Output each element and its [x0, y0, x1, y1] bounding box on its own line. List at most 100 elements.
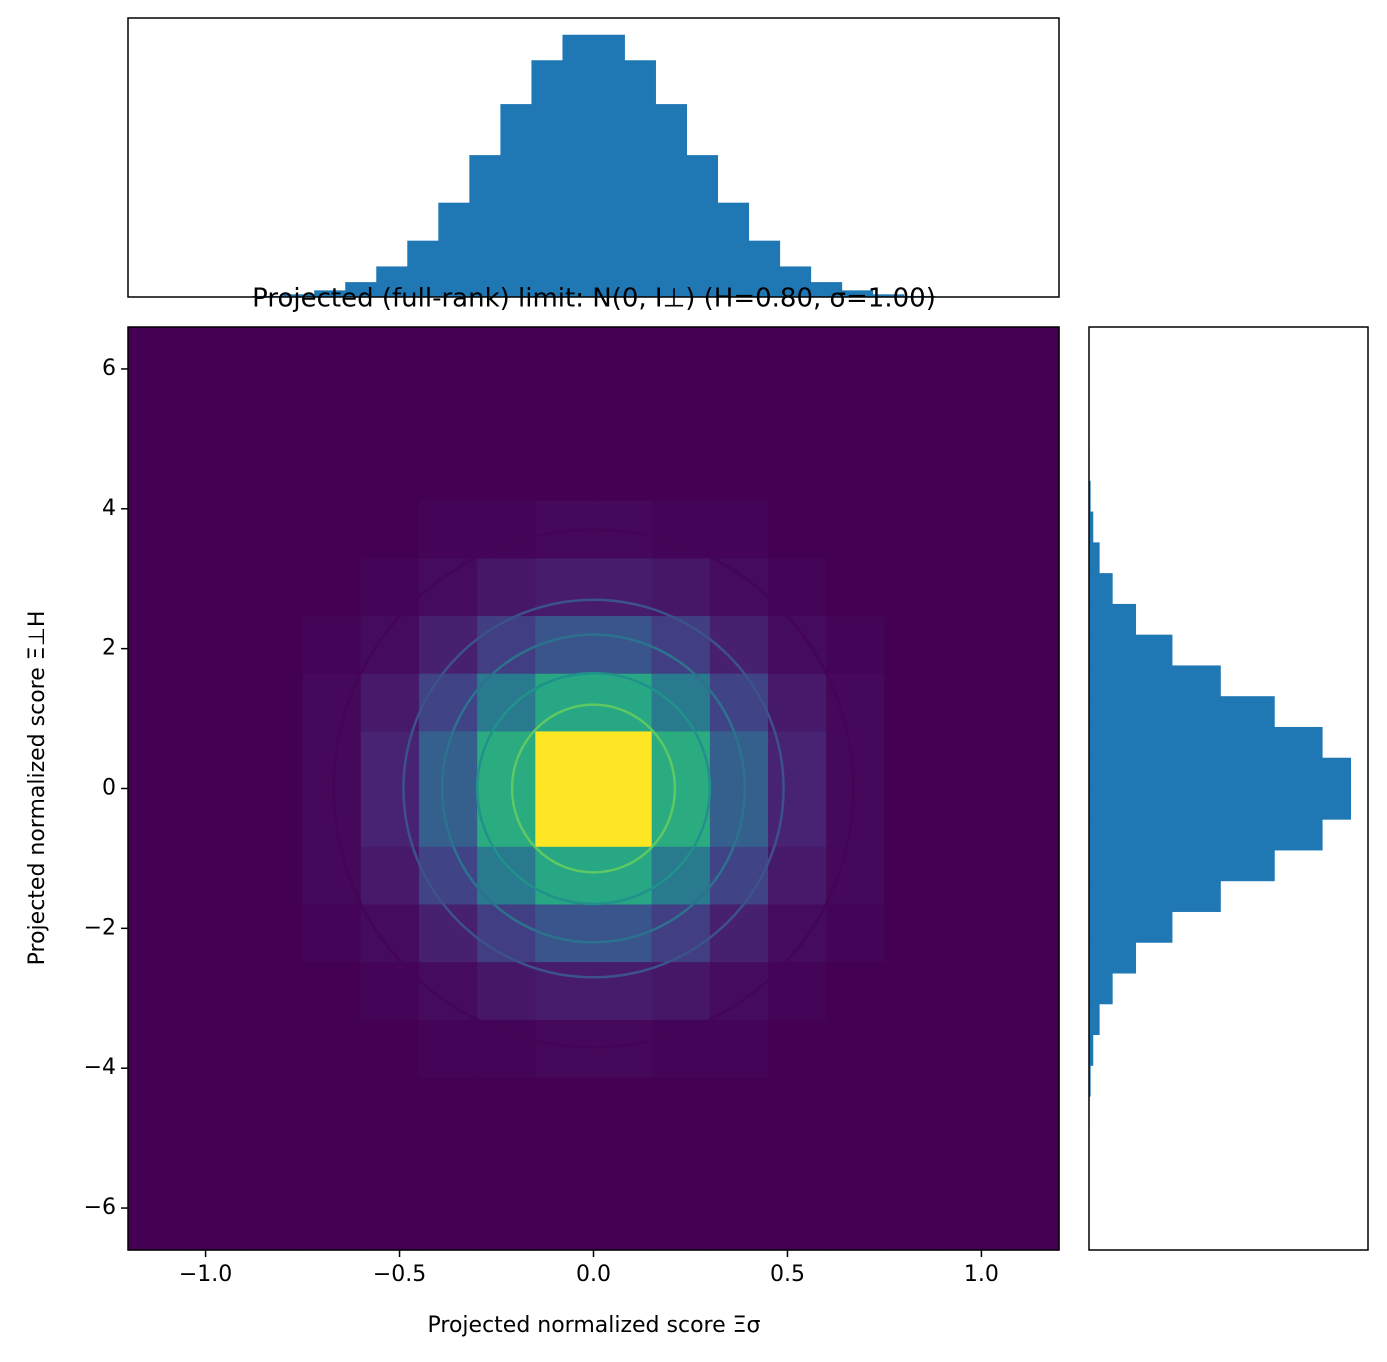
heatmap-cell [244, 1019, 304, 1078]
heatmap-cell [128, 557, 187, 617]
heatmap-cell [477, 1019, 536, 1078]
heatmap-cell [826, 615, 886, 674]
heatmap-cell [302, 903, 362, 963]
heatmap-cell [186, 615, 245, 674]
bar [1089, 973, 1113, 1005]
heatmap-cell [709, 788, 769, 847]
heatmap-cell [186, 903, 245, 963]
y-tick-label: 4 [102, 496, 116, 521]
heatmap-cell [186, 500, 245, 559]
heatmap-cell [360, 327, 420, 386]
heatmap-cell [884, 500, 944, 559]
top-histogram [221, 34, 967, 298]
heatmap-cell [128, 327, 187, 386]
x-tick-label: 1.0 [964, 1262, 999, 1287]
heatmap-cell [535, 788, 595, 847]
heatmap-cell [1000, 384, 1060, 443]
bar [841, 290, 874, 297]
heatmap-cell [593, 1192, 653, 1251]
heatmap-cell [128, 1134, 187, 1193]
heatmap-cell [477, 673, 536, 732]
heatmap-cell [186, 673, 245, 732]
bar [1089, 880, 1221, 912]
heatmap-cell [302, 1076, 362, 1136]
heatmap-cell [768, 615, 827, 674]
heatmap-cell [942, 788, 1002, 847]
heatmap-cell [884, 442, 944, 501]
heatmap-cell [302, 1134, 362, 1193]
heatmap-cell [477, 961, 536, 1020]
heatmap-cell [593, 730, 653, 790]
heatmap-cell [593, 1076, 653, 1136]
heatmap-cell [244, 846, 304, 905]
heatmap-cell [826, 384, 886, 443]
bar [345, 282, 377, 297]
heatmap-cell [942, 615, 1002, 674]
heatmap-cell [244, 673, 304, 732]
heatmap-cell [244, 788, 304, 847]
heatmap-cell [768, 557, 827, 617]
heatmap-cell [128, 384, 187, 443]
heatmap-cell [360, 500, 420, 559]
heatmap-cell [651, 1076, 711, 1136]
heatmap-cell [477, 1076, 536, 1136]
heatmap-cell [128, 1192, 187, 1251]
heatmap-cell [418, 730, 478, 790]
heatmap-cell [826, 961, 886, 1020]
heatmap-cell [826, 1134, 886, 1193]
heatmap-cell [1000, 615, 1060, 674]
heatmap-cell [826, 730, 886, 790]
heatmap-cell [244, 1134, 304, 1193]
heatmap-cell [418, 1019, 478, 1078]
contour [555, 750, 632, 827]
heatmap-cell [884, 788, 944, 847]
bar [1089, 1034, 1094, 1066]
heatmap-cell [651, 327, 711, 386]
heatmap-cell [593, 1019, 653, 1078]
heatmap-cell [884, 557, 944, 617]
heatmap-cell [244, 1192, 304, 1251]
heatmap-cell [244, 384, 304, 443]
heatmap-cell [477, 903, 536, 963]
heatmap-cell [418, 384, 478, 443]
heatmap-cell [884, 1192, 944, 1251]
y-tick-label: 0 [102, 776, 116, 801]
y-tick-label: −6 [84, 1195, 116, 1220]
heatmap-cell [477, 500, 536, 559]
bar [1089, 850, 1275, 882]
y-axis-label: Projected normalized score Ξ⊥H [25, 611, 50, 966]
heatmap-cell [768, 1019, 827, 1078]
heatmap-cell [1000, 961, 1060, 1020]
heatmap-cell [128, 1019, 187, 1078]
bar [283, 294, 315, 297]
heatmap-cell [709, 557, 769, 617]
heatmap-cell [593, 788, 653, 847]
heatmap-cell [418, 615, 478, 674]
heatmap-cell [1000, 788, 1060, 847]
bar [655, 104, 687, 297]
heatmap-cell [302, 846, 362, 905]
bar [1089, 603, 1137, 636]
heatmap-cell [477, 1192, 536, 1251]
heatmap-cell [884, 961, 944, 1020]
heatmap-cell [826, 903, 886, 963]
heatmap-cell [768, 903, 827, 963]
heatmap-cell [360, 442, 420, 501]
chart-title: Projected (full-rank) limit: N(0, I⊥) (H… [252, 284, 936, 314]
heatmap-cell [651, 384, 711, 443]
bar [686, 155, 719, 297]
heatmap-cell [1000, 846, 1060, 905]
heatmap-cell [942, 673, 1002, 732]
y-tick-label: −4 [84, 1055, 116, 1080]
heatmap-cell [244, 327, 304, 386]
heatmap-cell [477, 557, 536, 617]
heatmap-cell [942, 1192, 1002, 1251]
heatmap-cell [302, 384, 362, 443]
heatmap-cell [651, 1019, 711, 1078]
x-tick-label: 0.0 [576, 1262, 611, 1287]
contour [475, 671, 712, 906]
heatmap-cell [884, 730, 944, 790]
heatmap-cell [244, 903, 304, 963]
heatmap-cell [1000, 673, 1060, 732]
bar [500, 104, 532, 297]
